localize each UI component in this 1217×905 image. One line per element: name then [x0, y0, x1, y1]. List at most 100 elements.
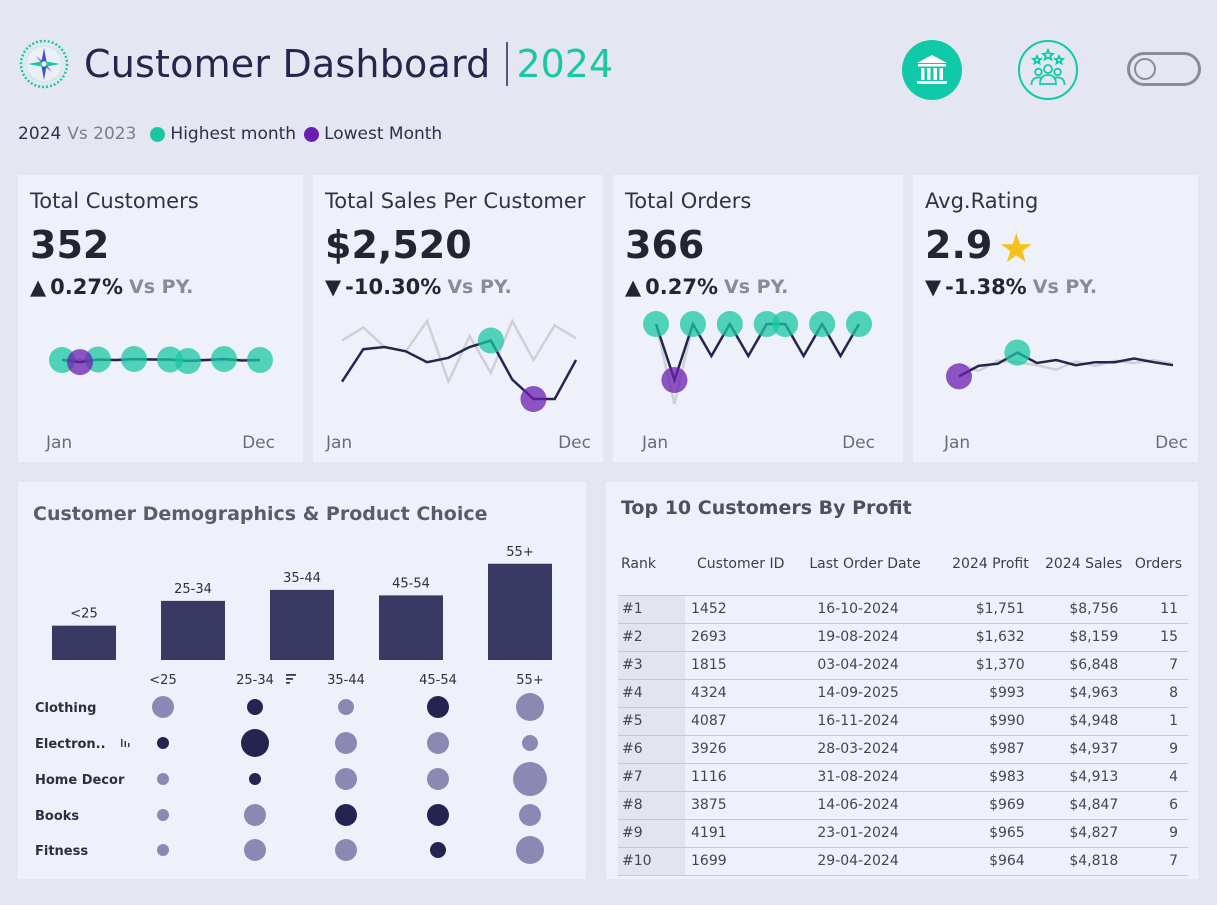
product-bubble — [244, 839, 266, 861]
kpi-value-number: 2.9 — [925, 223, 993, 267]
axis-start-label: Jan — [326, 433, 353, 453]
table-row[interactable]: #7 1116 31-08-2024 $983 $4,913 4 — [618, 763, 1188, 792]
highest-month-point — [247, 347, 273, 373]
cell-rank: #5 — [618, 707, 685, 736]
highest-month-point — [1004, 339, 1031, 366]
kpi-change: ▲ 0.27% Vs PY. — [625, 275, 788, 299]
people-stars-icon — [1030, 47, 1066, 86]
product-bubble — [335, 804, 357, 826]
cell-profit: $983 — [941, 763, 1035, 792]
cell-customer-id: 4087 — [685, 707, 804, 736]
product-bubble — [516, 693, 544, 721]
highest-month-point — [809, 311, 836, 337]
cell-profit: $1,751 — [941, 595, 1035, 624]
age-bar — [161, 600, 225, 660]
compass-icon — [19, 39, 69, 89]
age-bar — [270, 589, 334, 660]
kpi-change-pct: -10.30% — [345, 275, 442, 299]
page-title: Customer Dashboard — [84, 42, 491, 86]
kpi-card-total-customers[interactable]: Total Customers 352 ▲ 0.27% Vs PY. Jan D… — [18, 175, 303, 462]
product-label: Home Decor — [35, 773, 125, 788]
bar-label: 25-34 — [174, 582, 212, 597]
customers-button[interactable] — [1018, 40, 1078, 100]
cell-sales: $4,963 — [1034, 679, 1129, 708]
top10-table: Rank Customer ID Last Order Date 2024 Pr… — [618, 532, 1188, 876]
product-bubble — [427, 768, 449, 790]
kpi-card-avg-rating[interactable]: Avg.Rating 2.9 ★ ▼ -1.38% Vs PY. Jan Dec — [913, 175, 1198, 462]
header: Customer Dashboard 2024 — [18, 36, 613, 92]
sort-icon[interactable] — [286, 674, 296, 684]
col-last-order-date[interactable]: Last Order Date — [809, 556, 921, 572]
highest-month-point — [716, 311, 743, 337]
kpi-title: Avg.Rating — [925, 189, 1039, 213]
table-row[interactable]: #3 1815 03-04-2024 $1,370 $6,848 7 — [618, 651, 1188, 680]
product-bubble — [152, 696, 174, 718]
demographics-panel: Customer Demographics & Product Choice <… — [18, 482, 586, 879]
bank-button[interactable] — [902, 40, 962, 100]
column-header-label: <25 — [149, 673, 176, 688]
kpi-card-sales-per-customer[interactable]: Total Sales Per Customer $2,520 ▼ -10.30… — [313, 175, 603, 462]
product-bubble — [249, 773, 261, 785]
axis-end-label: Dec — [242, 433, 275, 453]
cell-profit: $964 — [941, 847, 1035, 876]
cell-sales: $8,756 — [1034, 595, 1129, 624]
product-bubble — [157, 844, 169, 856]
cell-rank: #3 — [618, 651, 685, 680]
table-header-row: Rank Customer ID Last Order Date 2024 Pr… — [618, 532, 1188, 572]
cell-rank: #6 — [618, 735, 685, 764]
page-year: 2024 — [516, 42, 614, 86]
kpi-value: 2.9 ★ — [925, 223, 1034, 269]
col-orders[interactable]: Orders — [1134, 556, 1182, 572]
triangle-down-icon: ▼ — [925, 275, 942, 299]
table-row[interactable]: #4 4324 14-09-2025 $993 $4,963 8 — [618, 679, 1188, 708]
cell-sales: $4,827 — [1034, 819, 1129, 848]
lowest-month-point — [661, 367, 688, 393]
age-bar — [52, 625, 116, 660]
theme-toggle[interactable] — [1127, 52, 1201, 86]
col-rank[interactable]: Rank — [621, 556, 656, 572]
cell-orders: 6 — [1128, 791, 1188, 820]
bar-label: 55+ — [506, 545, 533, 560]
top10-panel: Top 10 Customers By Profit Rank Customer… — [606, 482, 1198, 879]
axis-start-label: Jan — [46, 433, 73, 453]
demographics-chart: <25 25-34 35-44 45-54 55+ <25 25-34 35-44 45-54 5… — [35, 545, 552, 864]
cell-orders: 7 — [1128, 847, 1188, 876]
kpi-card-total-orders[interactable]: Total Orders 366 ▲ 0.27% Vs PY. Jan Dec — [613, 175, 903, 462]
cell-profit: $969 — [941, 791, 1035, 820]
cell-profit: $965 — [941, 819, 1035, 848]
col-sales[interactable]: 2024 Sales — [1044, 556, 1123, 572]
cell-rank: #10 — [618, 847, 685, 876]
table-row[interactable]: #9 4191 23-01-2024 $965 $4,827 9 — [618, 819, 1188, 848]
highest-month-point — [175, 348, 201, 375]
cell-sales: $4,913 — [1034, 763, 1129, 792]
table-row[interactable]: #6 3926 28-03-2024 $987 $4,937 9 — [618, 735, 1188, 764]
highest-month-point — [753, 311, 780, 337]
cell-rank: #8 — [618, 791, 685, 820]
product-bubble — [430, 842, 446, 858]
column-header-label: 45-54 — [419, 673, 457, 688]
product-label: Books — [35, 809, 79, 824]
kpi-change: ▲ 0.27% Vs PY. — [30, 275, 193, 299]
cell-orders: 8 — [1128, 679, 1188, 708]
table-row[interactable]: #5 4087 16-11-2024 $990 $4,948 1 — [618, 707, 1188, 736]
kpi-change: ▼ -1.38% Vs PY. — [925, 275, 1097, 299]
table-row[interactable]: #10 1699 29-04-2024 $964 $4,818 7 — [618, 847, 1188, 876]
column-header-label: 35-44 — [327, 673, 365, 688]
axis-end-label: Dec — [558, 433, 591, 453]
cell-customer-id: 1452 — [685, 595, 804, 624]
triangle-down-icon: ▼ — [325, 275, 342, 299]
table-row[interactable]: #1 1452 16-10-2024 $1,751 $8,756 11 — [618, 595, 1188, 624]
cell-customer-id: 1815 — [685, 651, 804, 680]
col-customer-id[interactable]: Customer ID — [697, 556, 785, 572]
table-row[interactable]: #2 2693 19-08-2024 $1,632 $8,159 15 — [618, 623, 1188, 652]
cell-last-order-date: 14-09-2025 — [803, 679, 942, 708]
toggle-knob — [1134, 58, 1156, 80]
kpi-vs-label: Vs PY. — [1032, 276, 1098, 298]
cell-orders: 15 — [1128, 623, 1188, 652]
age-bar — [488, 563, 552, 660]
cell-rank: #7 — [618, 763, 685, 792]
table-row[interactable]: #8 3875 14-06-2024 $969 $4,847 6 — [618, 791, 1188, 820]
cell-orders: 11 — [1128, 595, 1188, 624]
col-profit[interactable]: 2024 Profit — [952, 556, 1029, 572]
cell-last-order-date: 23-01-2024 — [803, 819, 942, 848]
